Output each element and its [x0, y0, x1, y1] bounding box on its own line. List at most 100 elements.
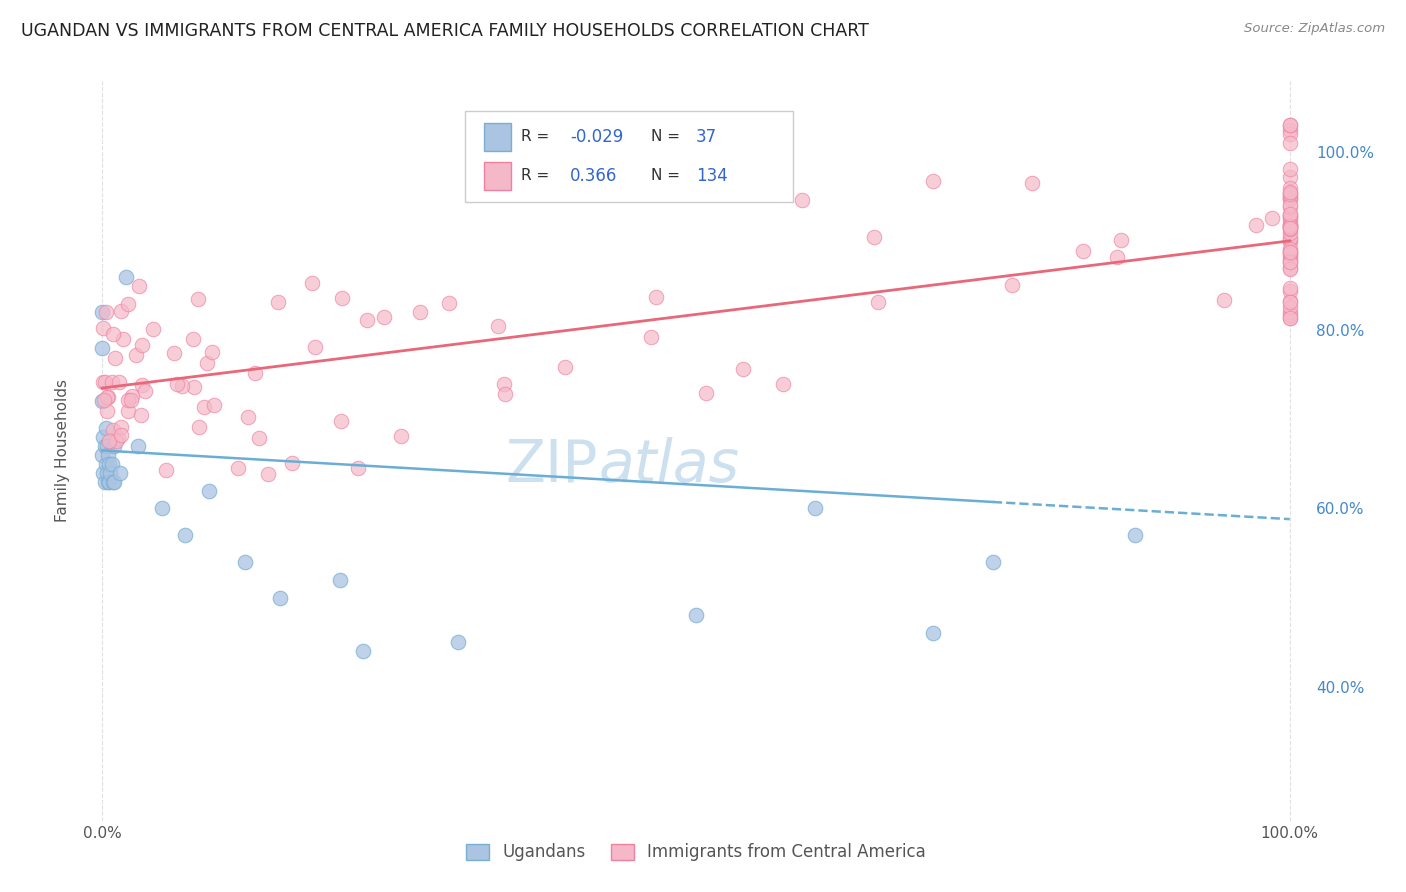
- Point: [1278, 255, 1301, 269]
- Point: [233, 555, 256, 569]
- Point: [97, 390, 120, 404]
- Point: [1244, 218, 1267, 232]
- Point: [94, 376, 117, 390]
- Point: [96, 390, 118, 404]
- Point: [389, 429, 412, 443]
- Point: [1278, 261, 1301, 276]
- Point: [803, 501, 825, 516]
- Point: [1278, 221, 1301, 235]
- Point: [1278, 161, 1301, 176]
- Point: [131, 338, 153, 352]
- Point: [1278, 136, 1301, 150]
- Point: [1278, 262, 1301, 277]
- Point: [127, 439, 149, 453]
- Point: [155, 463, 177, 477]
- Point: [181, 333, 204, 347]
- Point: [198, 483, 221, 498]
- Point: [117, 297, 139, 311]
- Point: [174, 528, 197, 542]
- Point: [1278, 226, 1301, 240]
- Point: [1278, 235, 1301, 250]
- Point: [644, 290, 666, 304]
- Point: [247, 431, 270, 445]
- Point: [1278, 209, 1301, 223]
- Point: [97, 448, 120, 462]
- Point: [1021, 177, 1043, 191]
- Point: [1278, 245, 1301, 260]
- Point: [97, 475, 120, 489]
- Point: [226, 460, 249, 475]
- FancyBboxPatch shape: [465, 111, 793, 202]
- Point: [243, 366, 266, 380]
- Point: [103, 439, 125, 453]
- Point: [1278, 210, 1301, 224]
- Point: [256, 467, 278, 481]
- Point: [1278, 123, 1301, 137]
- Point: [93, 430, 115, 444]
- Text: atlas: atlas: [598, 437, 740, 494]
- Point: [922, 174, 945, 188]
- Point: [1278, 187, 1301, 202]
- Point: [115, 269, 138, 284]
- Point: [486, 318, 509, 333]
- Point: [98, 457, 121, 471]
- Point: [1278, 180, 1301, 194]
- Point: [1278, 219, 1301, 233]
- Point: [640, 330, 662, 344]
- Point: [1278, 232, 1301, 246]
- Point: [1278, 218, 1301, 232]
- Point: [792, 194, 814, 208]
- Legend: Ugandans, Immigrants from Central America: Ugandans, Immigrants from Central Americ…: [460, 837, 932, 868]
- Point: [110, 420, 132, 434]
- Point: [1278, 244, 1301, 258]
- Point: [1278, 127, 1301, 141]
- Point: [1109, 233, 1132, 247]
- Text: UGANDAN VS IMMIGRANTS FROM CENTRAL AMERICA FAMILY HOUSEHOLDS CORRELATION CHART: UGANDAN VS IMMIGRANTS FROM CENTRAL AMERI…: [21, 22, 869, 40]
- Point: [1278, 220, 1301, 235]
- Point: [91, 375, 114, 389]
- Point: [142, 322, 165, 336]
- Point: [193, 400, 215, 414]
- Point: [117, 393, 139, 408]
- Point: [1278, 310, 1301, 325]
- Point: [1278, 186, 1301, 200]
- Text: N =: N =: [651, 169, 679, 183]
- Point: [93, 475, 115, 489]
- Point: [1278, 191, 1301, 205]
- Point: [1278, 246, 1301, 260]
- Point: [170, 379, 193, 393]
- Point: [373, 310, 395, 324]
- Point: [329, 414, 352, 428]
- Point: [1278, 219, 1301, 233]
- Point: [101, 475, 124, 489]
- Point: [695, 385, 717, 400]
- Text: 0.366: 0.366: [569, 167, 617, 185]
- Point: [1278, 118, 1301, 132]
- Bar: [484, 122, 512, 151]
- Point: [163, 345, 186, 359]
- Point: [1278, 242, 1301, 256]
- Point: [281, 456, 304, 470]
- Point: [1278, 209, 1301, 223]
- Point: [110, 304, 132, 318]
- Point: [110, 427, 132, 442]
- Point: [685, 608, 707, 623]
- Text: Source: ZipAtlas.com: Source: ZipAtlas.com: [1244, 22, 1385, 36]
- Point: [111, 331, 134, 345]
- Point: [266, 294, 288, 309]
- Text: 37: 37: [696, 128, 717, 145]
- Point: [91, 305, 114, 319]
- Point: [238, 410, 260, 425]
- Point: [125, 347, 148, 361]
- Point: [166, 376, 188, 391]
- Point: [91, 321, 114, 335]
- Point: [131, 378, 153, 392]
- Point: [93, 392, 115, 407]
- Point: [96, 466, 118, 480]
- Point: [107, 375, 129, 389]
- Point: [93, 466, 115, 480]
- Point: [1278, 118, 1301, 132]
- Point: [94, 421, 117, 435]
- Point: [437, 296, 460, 310]
- Point: [94, 457, 117, 471]
